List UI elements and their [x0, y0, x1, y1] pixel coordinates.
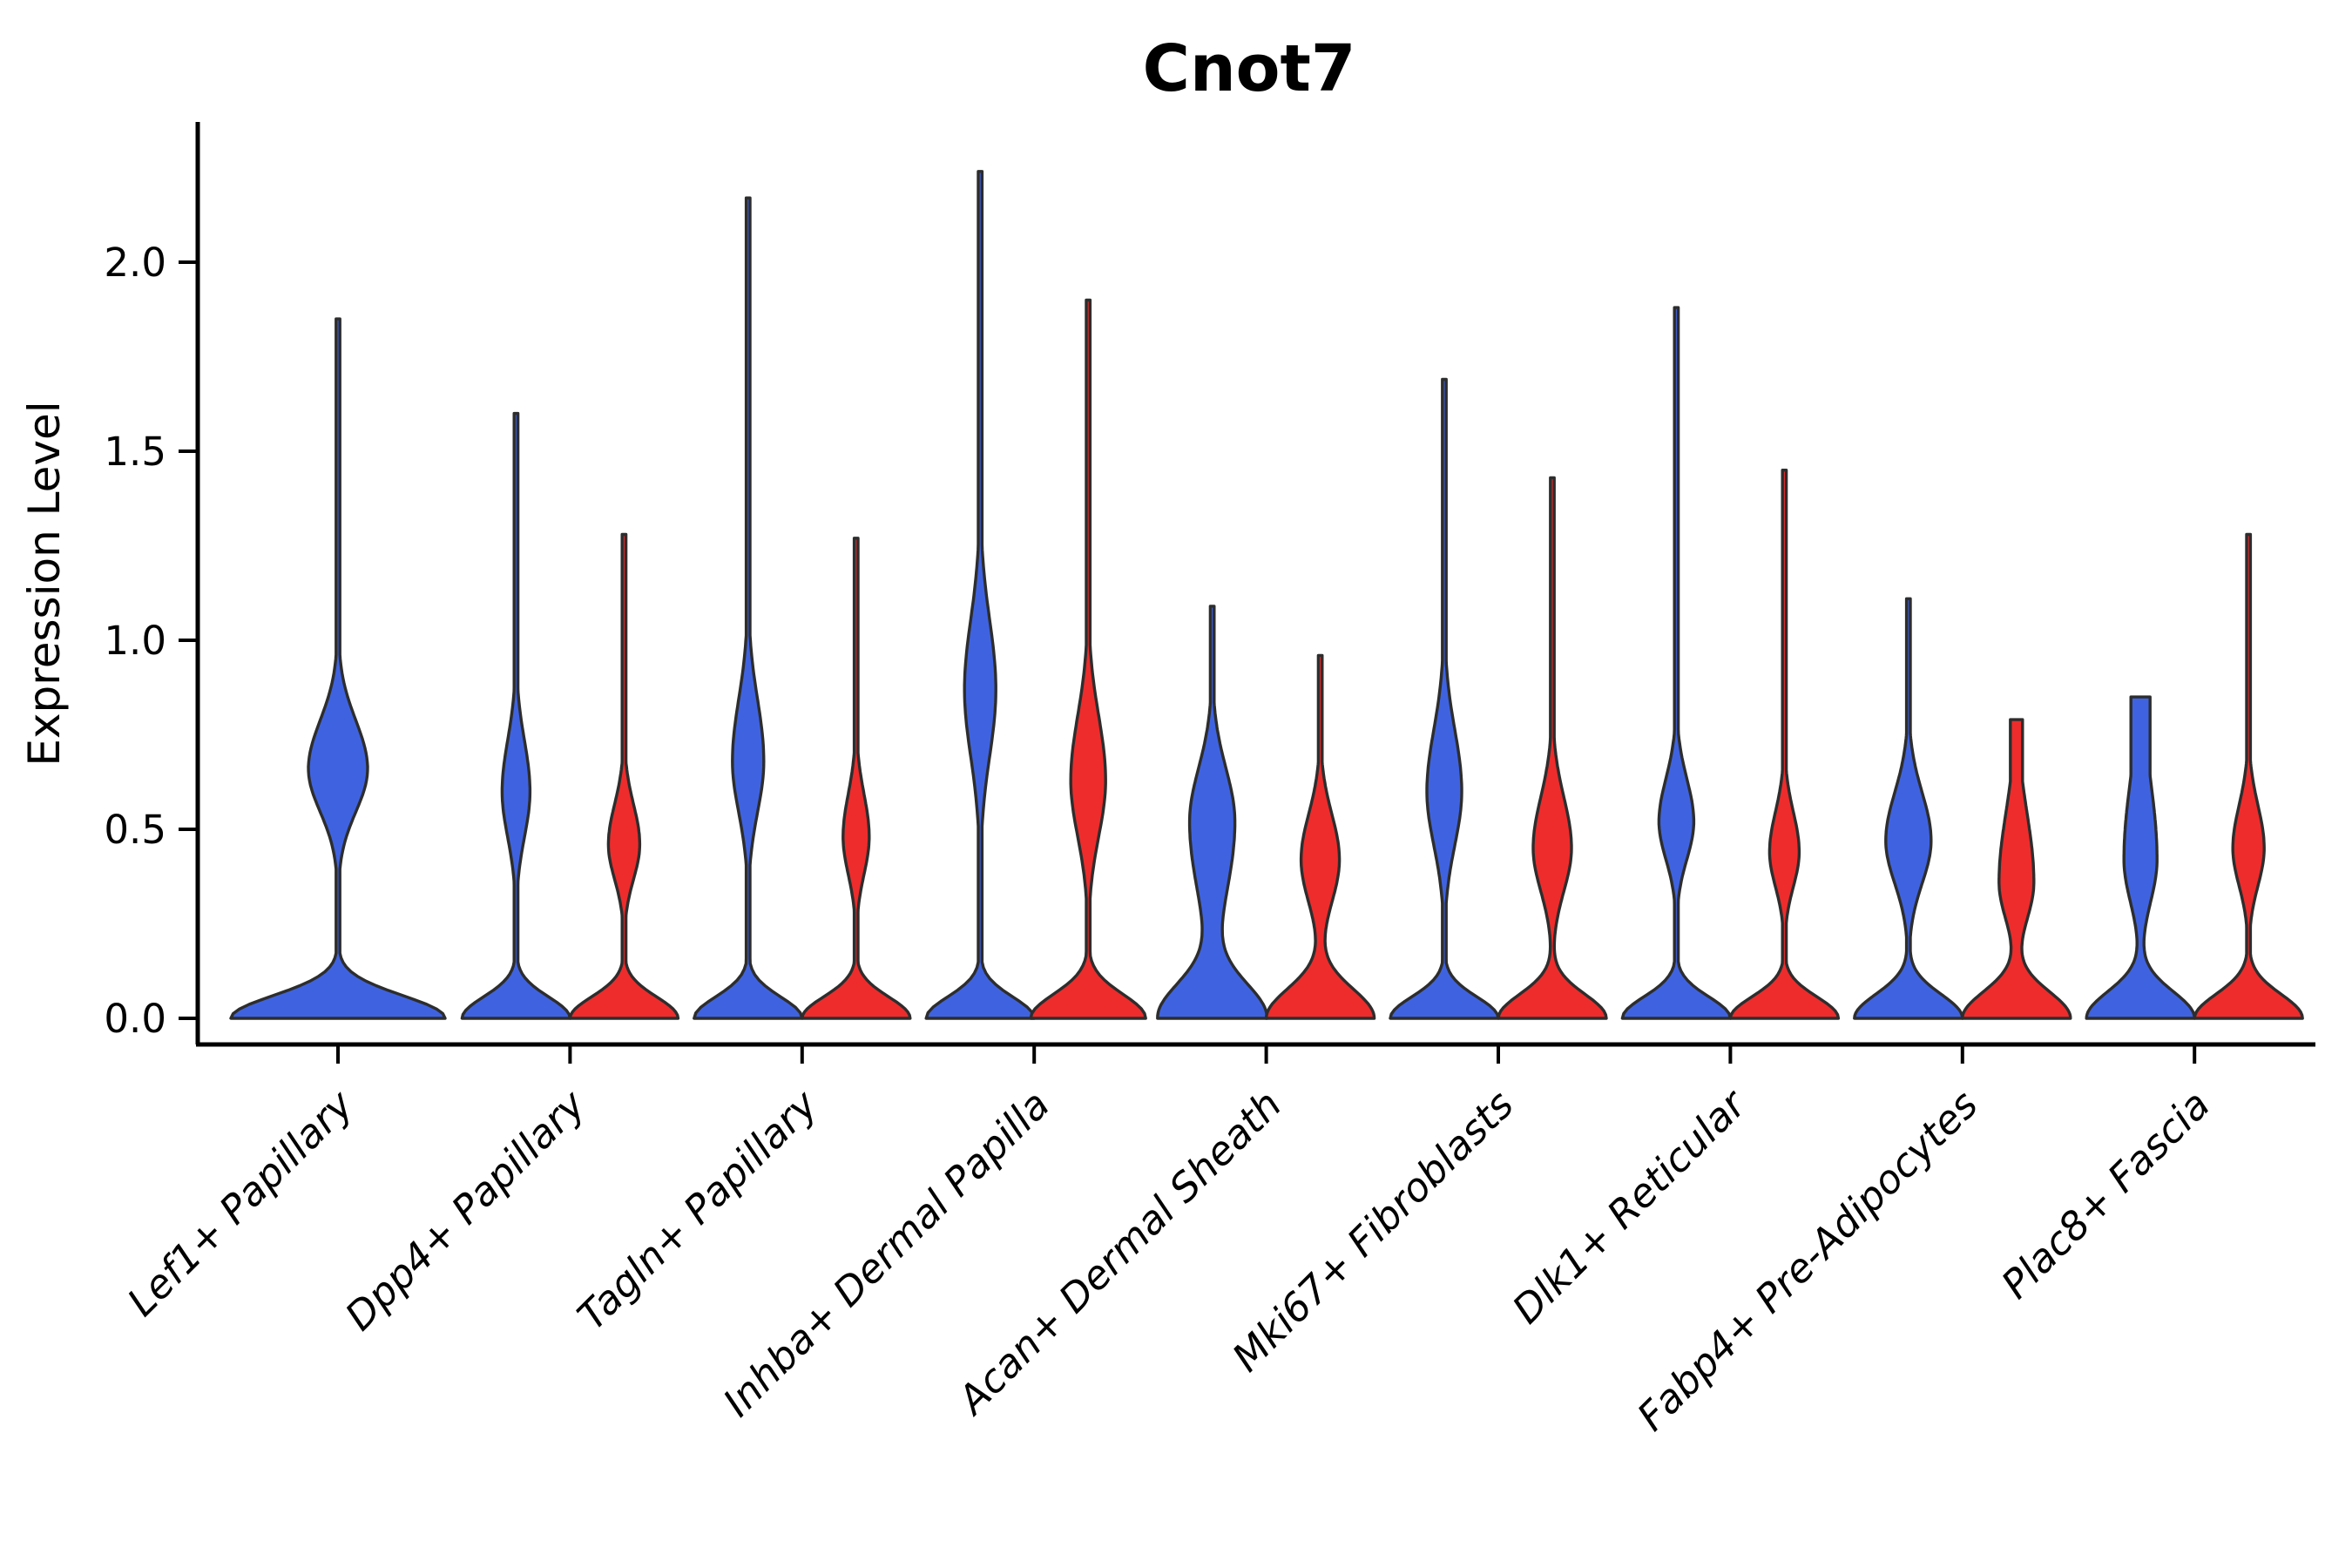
chart-title: Cnot7 [1143, 31, 1356, 106]
violin-acan-blue [1156, 605, 1269, 1020]
y-tick-label: 0.0 [104, 996, 166, 1042]
violin-tagln-blue [693, 196, 804, 1020]
violin-dlk1-blue [1620, 306, 1733, 1020]
violin-dpp4-red [568, 532, 680, 1020]
violin-tagln-red [801, 537, 912, 1020]
y-axis-label: Expression Level [19, 401, 70, 766]
violin-plac8-blue [2085, 695, 2196, 1020]
y-tick-label: 1.0 [104, 618, 166, 664]
y-tick-label: 2.0 [104, 240, 166, 286]
y-tick-label: 1.5 [104, 429, 166, 475]
violin-plac8-red [2193, 532, 2304, 1020]
violin-fabp4-blue [1853, 597, 1964, 1020]
violin-dpp4-blue [460, 411, 572, 1020]
violin-fabp4-red [1961, 718, 2072, 1020]
x-tick-label-tagln: Tagln+ Papillary [569, 1080, 828, 1339]
violin-inhba-blue [924, 170, 1036, 1020]
x-tick-label-lef1: Lef1+ Papillary [118, 1080, 363, 1325]
x-tick-label-plac8: Plac8+ Fascia [1992, 1081, 2219, 1308]
y-tick-label: 0.5 [104, 807, 166, 853]
violin-mki67-red [1497, 476, 1608, 1020]
violin-acan-red [1264, 653, 1376, 1020]
violin-mki67-blue [1389, 377, 1500, 1020]
violins-layer [229, 170, 2304, 1020]
x-tick-label-dpp4: Dpp4+ Papillary [336, 1080, 595, 1339]
violin-lef1-blue [229, 317, 447, 1020]
x-tick-label-dlk1: Dlk1+ Reticular [1504, 1080, 1756, 1333]
violin-dlk1-red [1728, 469, 1841, 1020]
violin-inhba-red [1029, 298, 1147, 1020]
